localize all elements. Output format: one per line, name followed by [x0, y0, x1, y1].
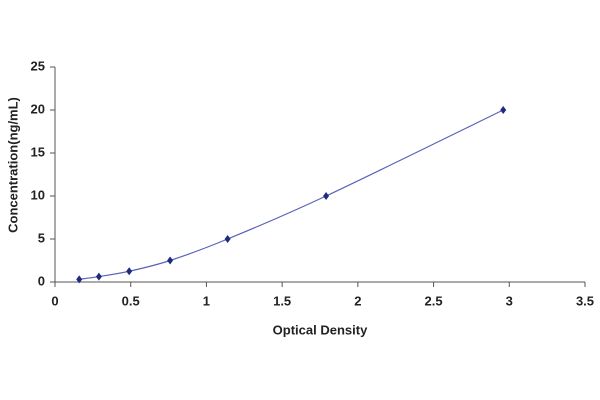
y-tick-label: 25	[31, 58, 45, 73]
x-tick-label: 0	[51, 293, 58, 308]
x-tick-label: 1	[203, 293, 210, 308]
y-tick-label: 5	[38, 230, 45, 245]
x-tick-label: 0.5	[122, 293, 140, 308]
data-point	[323, 192, 330, 200]
data-point	[76, 275, 83, 284]
x-tick-label: 3.5	[576, 293, 594, 308]
data-point	[224, 235, 231, 243]
y-axis-title: Concentration(ng/mL)	[5, 97, 20, 233]
y-tick-label: 15	[31, 144, 45, 159]
curve	[79, 109, 504, 280]
data-point	[500, 106, 507, 114]
x-tick-label: 3	[506, 293, 513, 308]
y-tick-label: 0	[38, 273, 45, 288]
data-point	[167, 256, 174, 265]
x-tick-label: 1.5	[273, 293, 291, 308]
x-axis-title: Optical Density	[273, 322, 368, 337]
x-tick-label: 2.5	[425, 293, 443, 308]
data-point	[126, 267, 133, 276]
x-tick-label: 2	[354, 293, 361, 308]
data-point	[95, 272, 102, 281]
y-tick-label: 10	[31, 187, 45, 202]
y-tick-label: 20	[31, 101, 45, 116]
